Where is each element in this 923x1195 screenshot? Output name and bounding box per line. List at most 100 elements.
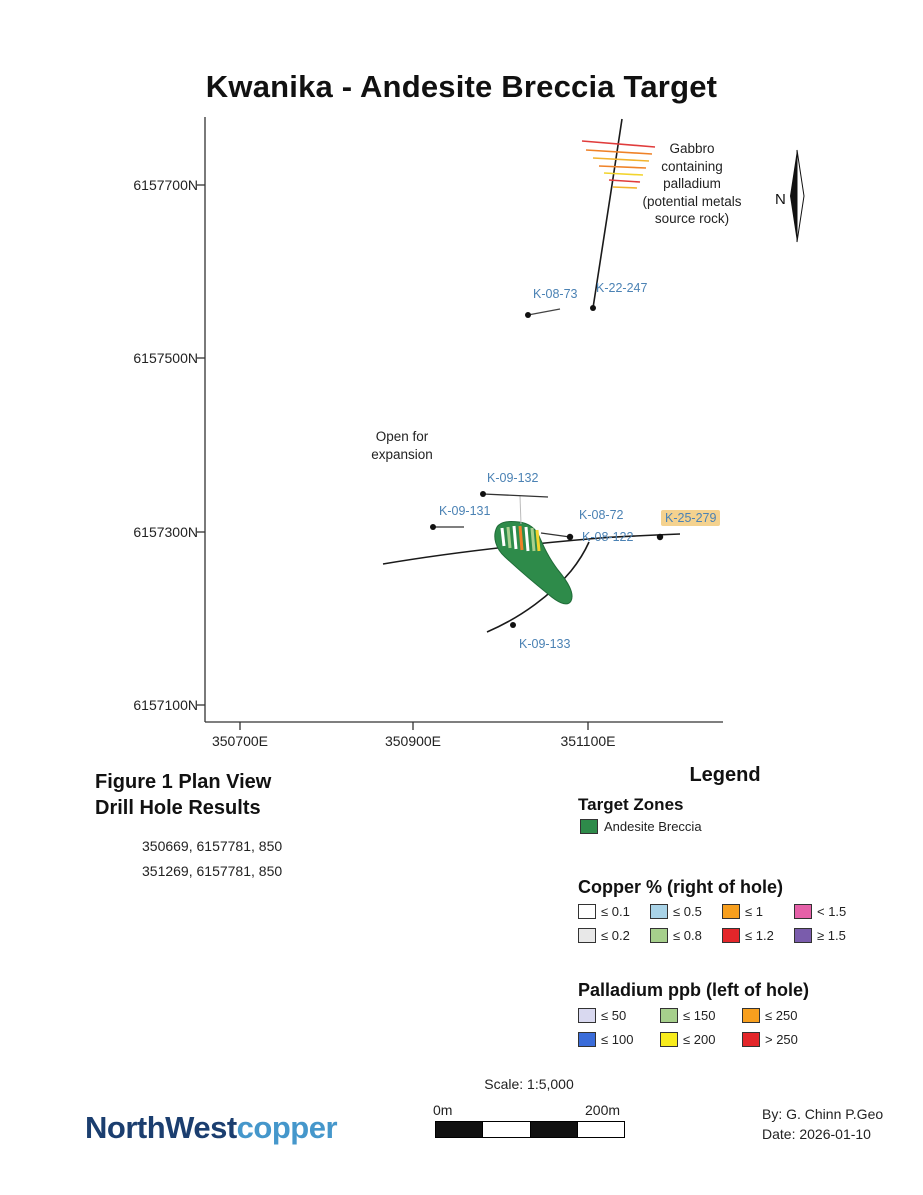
fault-line-lower — [382, 533, 681, 565]
credit-date: Date: 2026-01-10 — [762, 1126, 871, 1142]
fault-line-upper — [592, 118, 623, 309]
gabbro-annotation: Gabbro containing palladium (potential m… — [642, 141, 742, 227]
legend-label: Andesite Breccia — [604, 819, 702, 834]
legend-label: ≤ 200 — [683, 1032, 716, 1047]
credit-by: By: G. Chinn P.Geo — [762, 1106, 884, 1122]
map-axes — [197, 117, 723, 730]
scale-ratio-text: Scale: 1:5,000 — [484, 1076, 574, 1092]
legend-label: ≤ 0.5 — [673, 904, 702, 919]
legend-swatch — [722, 904, 740, 919]
drill-hole-label-k08-72: K-08-72 — [579, 508, 624, 522]
legend-swatch — [794, 928, 812, 943]
legend-label: ≤ 0.8 — [673, 928, 702, 943]
drill-collar-k09-131 — [430, 524, 436, 530]
legend-label: ≤ 0.1 — [601, 904, 630, 919]
scalebar-end-label: 200m — [585, 1102, 621, 1118]
figure-title: Kwanika - Andesite Breccia Target — [205, 68, 718, 104]
gabbro-drill-intervals — [581, 140, 656, 189]
legend-label: ≤ 50 — [601, 1008, 627, 1023]
legend-item: ≤ 250 — [742, 1008, 824, 1023]
legend-item-andesite-breccia: Andesite Breccia — [580, 819, 702, 834]
legend-swatch — [660, 1008, 678, 1023]
palladium-legend-title: Palladium ppb (left of hole) — [578, 980, 809, 1000]
drill-hole-label-k09-131: K-09-131 — [439, 504, 491, 518]
x-axis-label: 350900E — [384, 733, 442, 749]
legend-swatch — [722, 928, 740, 943]
drill-interval-stripes — [500, 525, 541, 552]
legend-item: ≥ 1.5 — [794, 928, 866, 943]
legend-item: ≤ 0.5 — [650, 904, 722, 919]
legend-swatch — [578, 1032, 596, 1047]
legend-item: > 250 — [742, 1032, 824, 1047]
figure-caption-line1: Figure 1 Plan View — [95, 771, 272, 793]
legend-label: ≤ 0.2 — [601, 928, 630, 943]
legend-label: ≤ 1.2 — [745, 928, 774, 943]
scalebar-start-label: 0m — [433, 1102, 453, 1118]
x-axis-label: 351100E — [560, 733, 616, 749]
y-axis-label: 6157500N — [133, 350, 198, 366]
legend-item: ≤ 50 — [578, 1008, 660, 1023]
copper-legend-title: Copper % (right of hole) — [578, 877, 783, 897]
legend-swatch — [650, 904, 668, 919]
corner-coordinate-1: 350669, 6157781, 850 — [142, 838, 283, 854]
legend-swatch — [578, 1008, 596, 1023]
legend-title: Legend — [689, 764, 761, 786]
scalebar-segment — [436, 1122, 483, 1137]
legend-swatch — [580, 819, 598, 834]
legend-label: ≤ 100 — [601, 1032, 634, 1047]
logo-text-copper: copper — [236, 1110, 338, 1145]
legend-swatch — [650, 928, 668, 943]
drill-hole-label-k09-132: K-09-132 — [487, 471, 539, 485]
legend-item: < 1.5 — [794, 904, 866, 919]
fault-line-southwest — [486, 541, 590, 633]
scalebar — [435, 1121, 625, 1138]
y-axis-label: 6157100N — [133, 697, 198, 713]
palladium-legend-grid: ≤ 50 ≤ 150 ≤ 250 ≤ 100 ≤ 200 > 250 — [578, 1008, 824, 1047]
legend-swatch — [742, 1032, 760, 1047]
scalebar-segment — [482, 1122, 530, 1137]
legend-swatch — [742, 1008, 760, 1023]
legend-swatch — [578, 928, 596, 943]
drill-collar-k22-247 — [590, 305, 596, 311]
target-zones-title: Target Zones — [578, 795, 684, 814]
legend-item: ≤ 1 — [722, 904, 794, 919]
legend-label: > 250 — [765, 1032, 798, 1047]
drill-hole-label-k08-73: K-08-73 — [533, 287, 578, 301]
logo-text-northwest: NorthWest — [85, 1110, 237, 1145]
legend-swatch — [660, 1032, 678, 1047]
legend-item: ≤ 200 — [660, 1032, 742, 1047]
legend-item: ≤ 0.1 — [578, 904, 650, 919]
legend-item: ≤ 150 — [660, 1008, 742, 1023]
figure-caption-line2: Drill Hole Results — [95, 797, 261, 819]
drill-collar-k08-73 — [525, 312, 531, 318]
legend-item: ≤ 100 — [578, 1032, 660, 1047]
drill-collar-k09-132 — [480, 491, 486, 497]
legend-item: ≤ 1.2 — [722, 928, 794, 943]
x-axis-label: 350700E — [211, 733, 269, 749]
drill-hole-label-k09-133: K-09-133 — [519, 637, 571, 651]
north-arrow-label: N — [775, 191, 786, 208]
legend-label: ≤ 150 — [683, 1008, 716, 1023]
drill-collar-k25-279 — [656, 533, 664, 541]
legend-item: ≤ 0.2 — [578, 928, 650, 943]
drill-trace-k09-132-tail — [519, 495, 522, 525]
drill-hole-label-k22-247: K-22-247 — [596, 281, 648, 295]
legend-label: ≤ 1 — [745, 904, 763, 919]
drill-hole-label-k25-279: K-25-279 — [661, 510, 721, 526]
legend-label: < 1.5 — [817, 904, 847, 919]
y-axis-label: 6157700N — [133, 177, 198, 193]
north-arrow-icon: N — [775, 149, 805, 243]
drill-hole-label-k08-122: K-08-122 — [582, 530, 634, 544]
open-expansion-annotation: Open for expansion — [371, 429, 433, 462]
legend-swatch — [578, 904, 596, 919]
drill-trace-k09-132 — [482, 493, 549, 498]
drill-trace-k08-73 — [527, 308, 561, 316]
y-axis-label: 6157300N — [133, 524, 198, 540]
legend-item: ≤ 0.8 — [650, 928, 722, 943]
scalebar-segment — [576, 1122, 624, 1137]
scalebar-segment — [529, 1122, 577, 1137]
drill-collar-k08-122 — [566, 533, 574, 541]
northwest-copper-logo: NorthWestcopper — [85, 1110, 338, 1146]
